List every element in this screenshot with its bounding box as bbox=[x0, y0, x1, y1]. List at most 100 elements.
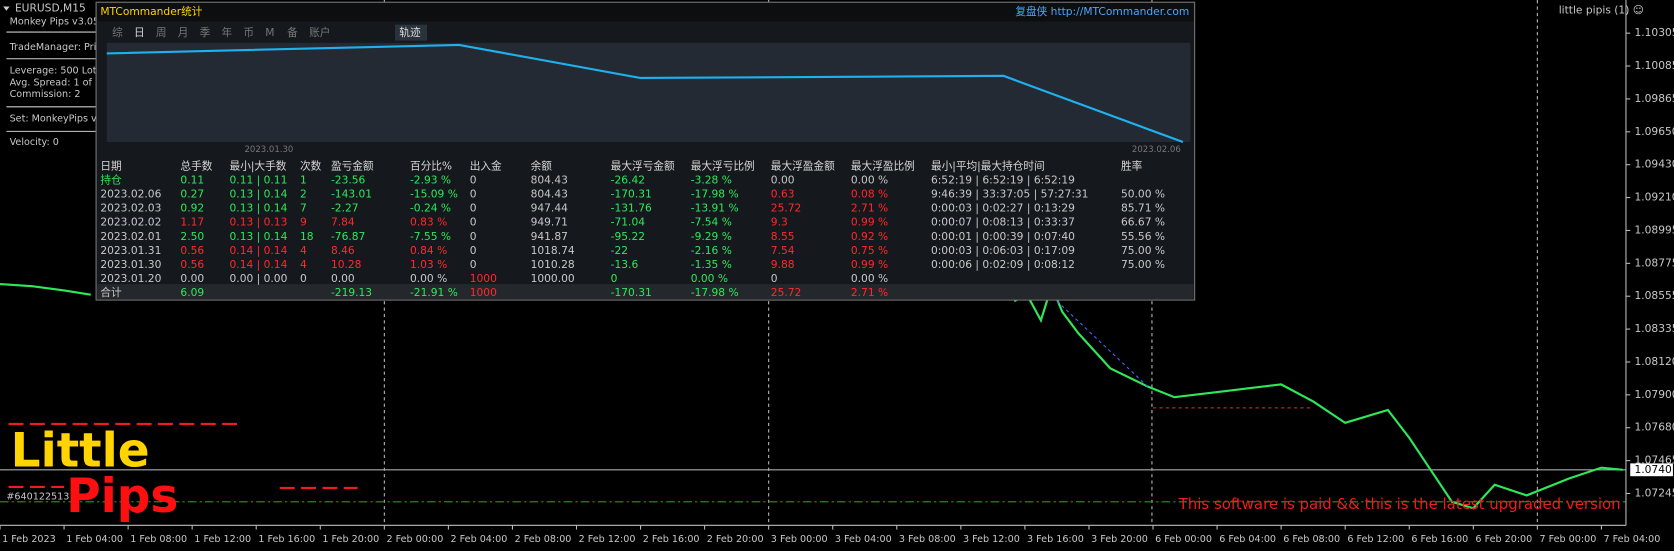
table-cell: 0.92 bbox=[180, 202, 204, 215]
table-cell: 75.00 % bbox=[1121, 258, 1165, 271]
table-cell: -3.28 % bbox=[691, 173, 732, 186]
stats-tab[interactable]: 币 bbox=[243, 26, 254, 39]
table-cell: -0.24 % bbox=[410, 202, 451, 215]
time-label: 1 Feb 20:00 bbox=[322, 534, 379, 545]
table-cell: 合计 bbox=[100, 286, 122, 299]
price-label: 1.07680 bbox=[1634, 421, 1674, 434]
table-cell: 85.71 % bbox=[1121, 202, 1165, 215]
table-cell: -7.55 % bbox=[410, 230, 451, 243]
table-cell: 0 bbox=[300, 272, 307, 285]
stats-tab[interactable]: 账户 bbox=[309, 26, 330, 39]
table-cell: 0.13 | 0.14 bbox=[230, 230, 288, 243]
table-header: 总手数 bbox=[180, 160, 212, 173]
table-cell: 0.56 bbox=[180, 244, 204, 257]
time-label: 6 Feb 16:00 bbox=[1411, 534, 1468, 545]
table-cell: 2023.01.31 bbox=[100, 244, 161, 257]
table-cell: 941.87 bbox=[531, 230, 568, 243]
table-cell: -17.98 % bbox=[691, 188, 739, 201]
time-label: 3 Feb 12:00 bbox=[963, 534, 1020, 545]
table-cell: 0.92 % bbox=[851, 230, 888, 243]
table-cell: 1.17 bbox=[180, 216, 204, 229]
indicator-label: little pipis (1) ☺ bbox=[1559, 4, 1644, 17]
table-cell: 0.99 % bbox=[851, 216, 888, 229]
table-header: 余额 bbox=[531, 160, 553, 173]
table-cell: 0.00 bbox=[771, 173, 795, 186]
table-cell: 0 bbox=[470, 244, 477, 257]
table-cell: -26.42 bbox=[611, 173, 645, 186]
table-cell: 0.00 % bbox=[410, 272, 447, 285]
table-cell: 50.00 % bbox=[1121, 188, 1165, 201]
table-cell: 1010.28 bbox=[531, 258, 575, 271]
time-label: 2 Feb 12:00 bbox=[579, 534, 636, 545]
time-label: 6 Feb 12:00 bbox=[1347, 534, 1404, 545]
table-cell: 1 bbox=[300, 173, 307, 186]
time-label: 1 Feb 16:00 bbox=[258, 534, 315, 545]
table-cell: 1000.00 bbox=[531, 272, 575, 285]
table-cell: 75.00 % bbox=[1121, 244, 1165, 257]
time-label: 7 Feb 00:00 bbox=[1539, 534, 1596, 545]
stats-table: 综日周月季年币 M 备账户日期 总手数 最小|大手数 次数 盈亏金额 百分比% 出入金 余额 最大浮… bbox=[100, 26, 1165, 299]
axes: 1.10305 1.10085 1.09865 1.09650 1.09430 1.092… bbox=[0, 26, 1674, 545]
table-cell: -1.35 % bbox=[691, 258, 732, 271]
symbol: EURUSD,M15 bbox=[15, 2, 86, 15]
table-cell: 0.00 % bbox=[691, 272, 728, 285]
active-tab[interactable]: 轨迹 bbox=[399, 26, 421, 39]
table-cell: 0.08 % bbox=[851, 188, 888, 201]
table-cell: -7.54 % bbox=[691, 216, 732, 229]
info-line: Velocity: 0 bbox=[10, 137, 59, 148]
table-cell: 2.50 bbox=[180, 230, 204, 243]
stats-tab[interactable]: M bbox=[265, 26, 274, 39]
time-label: 7 Feb 04:00 bbox=[1604, 534, 1661, 545]
table-cell: 25.72 bbox=[771, 286, 802, 299]
table-cell: 0 bbox=[470, 173, 477, 186]
table-cell: 0 bbox=[470, 216, 477, 229]
time-label: 1 Feb 2023 bbox=[2, 534, 56, 545]
stats-tab[interactable]: 备 bbox=[287, 26, 298, 39]
stats-tab[interactable]: 月 bbox=[178, 26, 189, 39]
table-cell: 0.63 bbox=[771, 188, 795, 201]
table-cell: -2.93 % bbox=[410, 173, 451, 186]
table-cell: -219.13 bbox=[331, 286, 372, 299]
price-label: 1.08775 bbox=[1634, 256, 1674, 269]
stats-tab[interactable]: 周 bbox=[156, 26, 167, 39]
equity-area bbox=[106, 42, 1191, 143]
table-cell: -170.31 bbox=[611, 286, 652, 299]
table-cell: 4 bbox=[300, 258, 307, 271]
price-label: 1.08995 bbox=[1634, 223, 1674, 236]
price-label: 1.10085 bbox=[1634, 59, 1674, 72]
table-cell: -15.09 % bbox=[410, 188, 458, 201]
stats-link[interactable]: 复盘侠 http://MTCommander.com bbox=[1015, 5, 1189, 18]
info-line: Avg. Spread: 1 of 18, bbox=[10, 77, 111, 88]
table-cell: -13.91 % bbox=[691, 202, 739, 215]
table-cell: 6.09 bbox=[180, 286, 204, 299]
table-cell: 2023.02.01 bbox=[100, 230, 161, 243]
table-header: 最小|平均|最大持仓时间 bbox=[931, 160, 1045, 173]
table-header: 最大浮盈金额 bbox=[771, 160, 835, 173]
table-cell: 0 bbox=[470, 202, 477, 215]
table-cell: 1000 bbox=[470, 286, 497, 299]
price-label: 1.09210 bbox=[1634, 191, 1674, 204]
stats-tab[interactable]: 季 bbox=[200, 26, 211, 39]
table-cell: 804.43 bbox=[531, 173, 568, 186]
stats-tab[interactable]: 日 bbox=[134, 26, 145, 39]
price-label: 1.08120 bbox=[1634, 355, 1674, 368]
table-cell: 0:00:07 | 0:08:13 | 0:33:37 bbox=[931, 216, 1075, 229]
table-header: 最小|大手数 bbox=[230, 160, 287, 173]
table-cell: 0 bbox=[771, 272, 778, 285]
total-row-bg bbox=[97, 284, 1194, 299]
table-cell: 0.13 | 0.14 bbox=[230, 188, 288, 201]
table-cell: -21.91 % bbox=[410, 286, 458, 299]
time-label: 3 Feb 08:00 bbox=[899, 534, 956, 545]
table-cell: 7.84 bbox=[331, 216, 355, 229]
table-cell: 949.71 bbox=[531, 216, 568, 229]
table-cell: -2.27 bbox=[331, 202, 359, 215]
curve-start: 2023.01.30 bbox=[244, 145, 293, 155]
table-cell: 1018.74 bbox=[531, 244, 575, 257]
current-price: 1.07401 bbox=[1634, 463, 1674, 476]
table-cell: -13.6 bbox=[611, 258, 639, 271]
time-label: 3 Feb 20:00 bbox=[1091, 534, 1148, 545]
stats-tab[interactable]: 年 bbox=[222, 26, 233, 39]
stats-tab[interactable]: 综 bbox=[112, 26, 123, 39]
price-label: 1.10305 bbox=[1634, 26, 1674, 39]
